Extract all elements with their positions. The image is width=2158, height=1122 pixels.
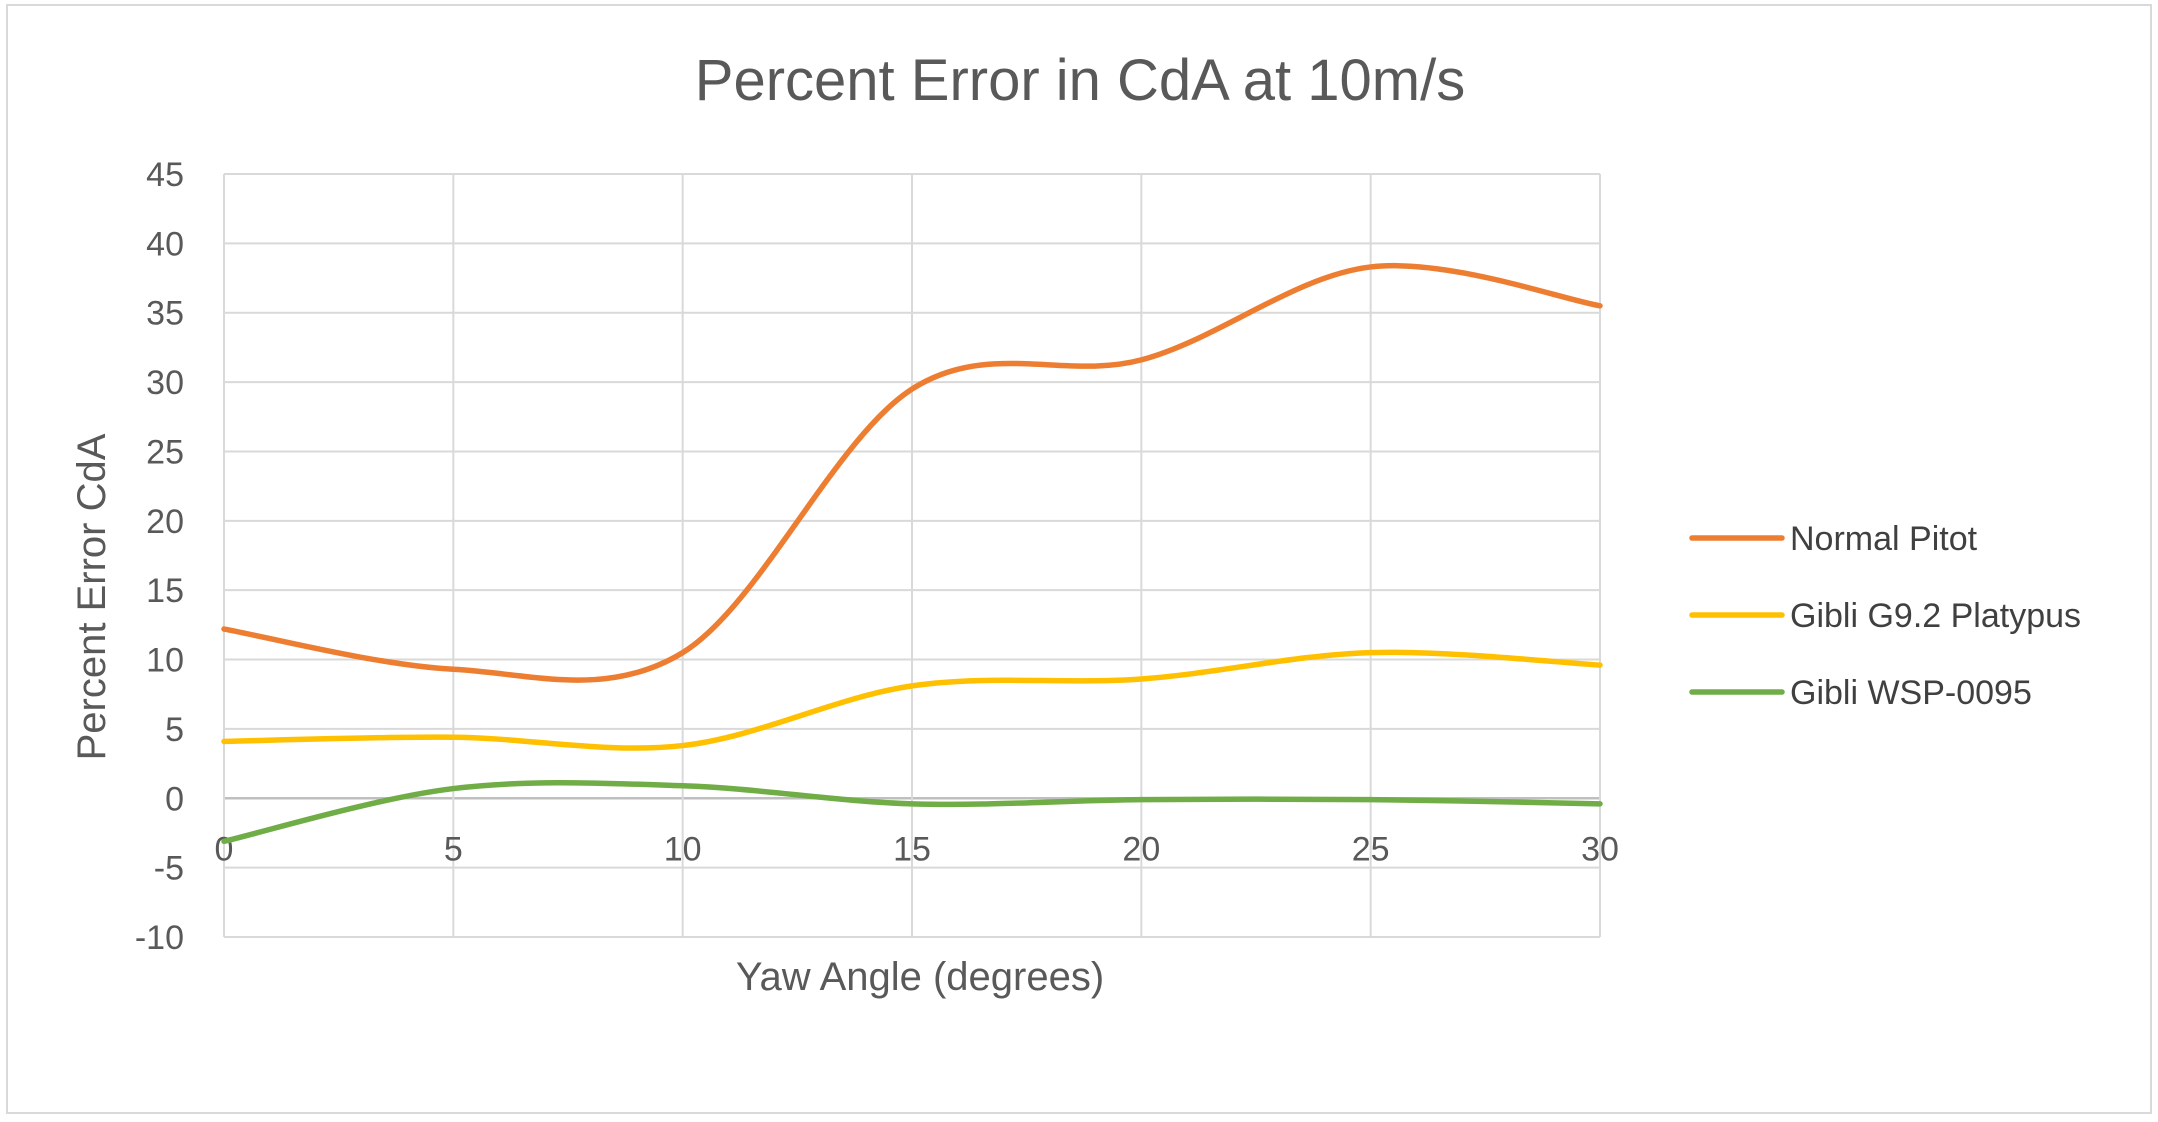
- series-line-gibli-g9-2-platypus: [221, 649, 1603, 751]
- y-tick-label: 0: [165, 780, 184, 818]
- x-axis-title: Yaw Angle (degrees): [736, 955, 1104, 999]
- series-lines: [221, 263, 1603, 845]
- y-axis-title: Percent Error CdA: [70, 433, 114, 760]
- y-tick-label: -10: [135, 919, 184, 957]
- y-tick-label: 25: [146, 433, 184, 471]
- legend-label-gibli-g9-2-platypus: Gibli G9.2 Platypus: [1790, 597, 2081, 635]
- chart-frame: [6, 4, 2152, 1114]
- y-tick-label: 35: [146, 295, 184, 333]
- legend-label-gibli-wsp-0095: Gibli WSP-0095: [1790, 674, 2032, 712]
- x-tick-labels: 0 5 10 15 20 25 30: [215, 830, 1619, 868]
- chart-title: Percent Error in CdA at 10m/s: [695, 48, 1465, 113]
- gridlines: [223, 173, 1601, 938]
- y-tick-label: 45: [146, 156, 184, 194]
- y-tick-labels: 45 40 35 30 25 20 15 10 5 0 -5 -10: [135, 156, 184, 957]
- y-tick-label: 20: [146, 503, 184, 541]
- y-tick-label: 15: [146, 572, 184, 610]
- y-tick-label: -5: [154, 850, 184, 888]
- y-tick-label: 30: [146, 364, 184, 402]
- x-tick-label: 25: [1352, 830, 1390, 868]
- series-line-gibli-wsp-0095: [221, 780, 1603, 845]
- x-tick-label: 15: [893, 830, 931, 868]
- y-tick-label: 40: [146, 225, 184, 263]
- x-tick-label: 20: [1122, 830, 1160, 868]
- x-tick-label: 5: [444, 830, 463, 868]
- y-tick-label: 5: [165, 711, 184, 749]
- legend: Normal Pitot Gibli G9.2 Platypus Gibli WSP…: [1689, 520, 2081, 712]
- x-tick-label: 30: [1581, 830, 1619, 868]
- legend-label-normal-pitot: Normal Pitot: [1790, 520, 1978, 558]
- x-tick-label: 10: [664, 830, 702, 868]
- x-tick-label: 0: [215, 830, 234, 868]
- series-line-normal-pitot: [221, 263, 1603, 683]
- y-tick-label: 10: [146, 642, 184, 680]
